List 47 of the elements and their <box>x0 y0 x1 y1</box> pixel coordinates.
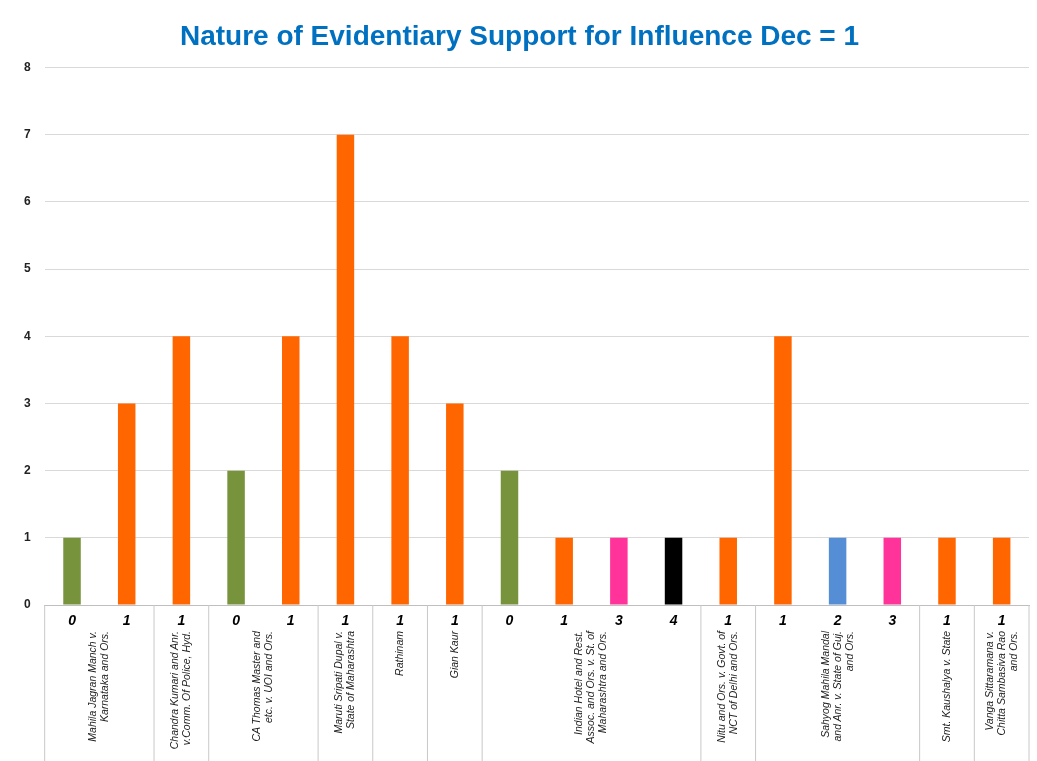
x-tick-label: 0 <box>505 612 514 629</box>
bar <box>938 537 956 605</box>
bar <box>828 537 847 605</box>
x-tick-label: 1 <box>341 612 350 629</box>
x-tick-label: 1 <box>560 612 569 629</box>
x-tick-label: 1 <box>286 612 295 629</box>
y-tick-label: 7 <box>23 127 31 142</box>
bar <box>664 537 683 605</box>
bar <box>719 537 737 605</box>
y-tick-label: 3 <box>23 395 31 410</box>
x-tick-label: 3 <box>614 612 623 629</box>
y-tick-label: 2 <box>23 462 31 477</box>
x-tick-label: 1 <box>997 612 1006 629</box>
x-tick-label: 1 <box>943 612 952 629</box>
text: Vanga Sittaramana v. Chitta Sambasiva Rao and Ors. <box>982 630 1019 736</box>
x-tick-label: 1 <box>724 612 733 629</box>
bar <box>172 336 191 605</box>
x-tick-label: 4 <box>668 612 678 629</box>
text: Smt. Kaushalya v. State <box>939 630 952 743</box>
y-tick-label: 5 <box>23 261 31 276</box>
x-tick-label: 1 <box>122 612 131 629</box>
y-tick-label: 8 <box>23 59 31 74</box>
bar <box>992 537 1011 605</box>
bar <box>391 336 409 605</box>
text: Nitu and Ors. v. Govt. of NCT of Delhi and Ors. <box>715 629 740 743</box>
text: Indian Hotel and Rest. Assoc. and Ors. v. St. of Maharashtra and Ors. <box>572 629 609 745</box>
x-tick-label: 1 <box>779 612 788 629</box>
text: Gian Kaur <box>447 630 460 679</box>
text: Chandra Kumari and Anr. v.Comm. Of Police, Hyd. <box>168 631 193 750</box>
text: Mahila Jagran Manch v. Karnataka and Ors. <box>86 631 111 742</box>
y-tick-label: 1 <box>23 530 31 545</box>
x-tick-label: 1 <box>450 612 459 629</box>
x-tick-label: 1 <box>177 612 186 629</box>
x-tick-label: 3 <box>888 612 897 629</box>
x-tick-label: 2 <box>832 612 842 629</box>
x-tick-label: 0 <box>68 612 77 629</box>
bar <box>446 403 464 605</box>
chart-title: Nature of Evidentiary Support for Influence Dec = 1 <box>179 19 860 51</box>
y-tick-label: 6 <box>23 194 31 209</box>
y-tick-label: 4 <box>23 328 31 343</box>
bar <box>336 134 355 605</box>
text: CA Thomas Master and etc. v. UOI and Ors. <box>250 629 275 742</box>
text: Sahyog Mahila Mandal and Anr. v. State of Guj. and Ors. <box>818 630 855 742</box>
text: Rathinam <box>393 630 406 676</box>
y-tick-label: 0 <box>23 597 31 612</box>
x-tick-label: 1 <box>396 612 405 629</box>
x-tick-label: 0 <box>232 612 241 629</box>
